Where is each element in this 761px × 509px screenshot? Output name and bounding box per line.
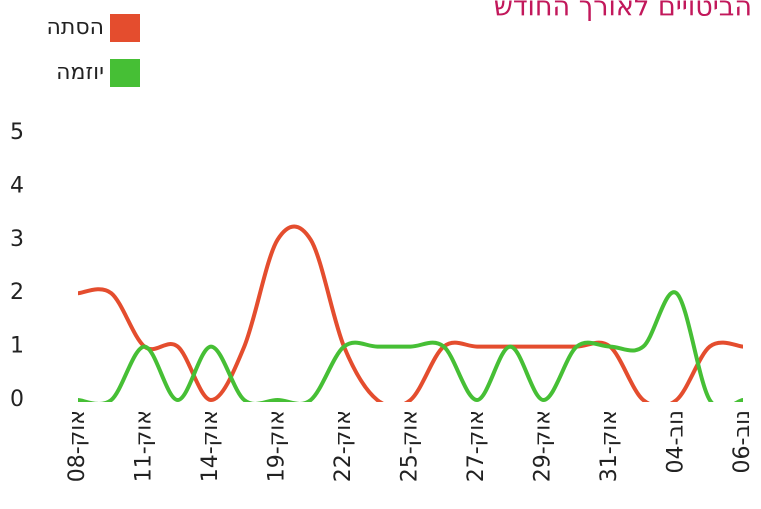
- chart-title: הביטויים לאורך החודש: [494, 0, 752, 23]
- x-tick-label: 25-אוק: [398, 410, 423, 482]
- series-line: [77, 290, 744, 402]
- x-tick: 04-נוב: [664, 410, 689, 473]
- x-tick-label: 08-אוק: [65, 410, 90, 482]
- x-tick: 29-אוק: [531, 410, 556, 482]
- x-tick: 06-נוב: [730, 410, 755, 473]
- y-tick-label: 2: [10, 280, 24, 305]
- legend-label: הסתה: [47, 15, 104, 40]
- x-tick: 14-אוק: [198, 410, 223, 482]
- x-tick: 11-אוק: [132, 410, 157, 482]
- x-tick-label: 22-אוק: [331, 410, 356, 482]
- x-tick-label: 06-נוב: [730, 410, 755, 473]
- x-tick: 25-אוק: [398, 410, 423, 482]
- x-tick-label: 14-אוק: [198, 410, 223, 482]
- x-tick-label: 27-אוק: [464, 410, 489, 482]
- legend-swatch: [110, 59, 140, 87]
- x-tick: 31-אוק: [597, 410, 622, 482]
- x-tick: 08-אוק: [65, 410, 90, 482]
- x-tick: 27-אוק: [464, 410, 489, 482]
- y-tick-label: 5: [10, 120, 24, 145]
- y-tick-label: 0: [10, 387, 24, 412]
- x-tick-label: 31-אוק: [597, 410, 622, 482]
- legend-swatch: [110, 14, 140, 42]
- x-tick-label: 11-אוק: [132, 410, 157, 482]
- x-tick-label: 19-אוק: [265, 410, 290, 482]
- legend-label: יוזמה: [56, 60, 104, 85]
- x-tick: 22-אוק: [331, 410, 356, 482]
- y-tick-label: 1: [10, 334, 24, 359]
- x-tick-label: 04-נוב: [664, 410, 689, 473]
- x-tick-label: 29-אוק: [531, 410, 556, 482]
- x-tick: 19-אוק: [265, 410, 290, 482]
- y-tick-label: 4: [10, 173, 24, 198]
- y-tick-label: 3: [10, 227, 24, 252]
- series-line: [77, 224, 744, 402]
